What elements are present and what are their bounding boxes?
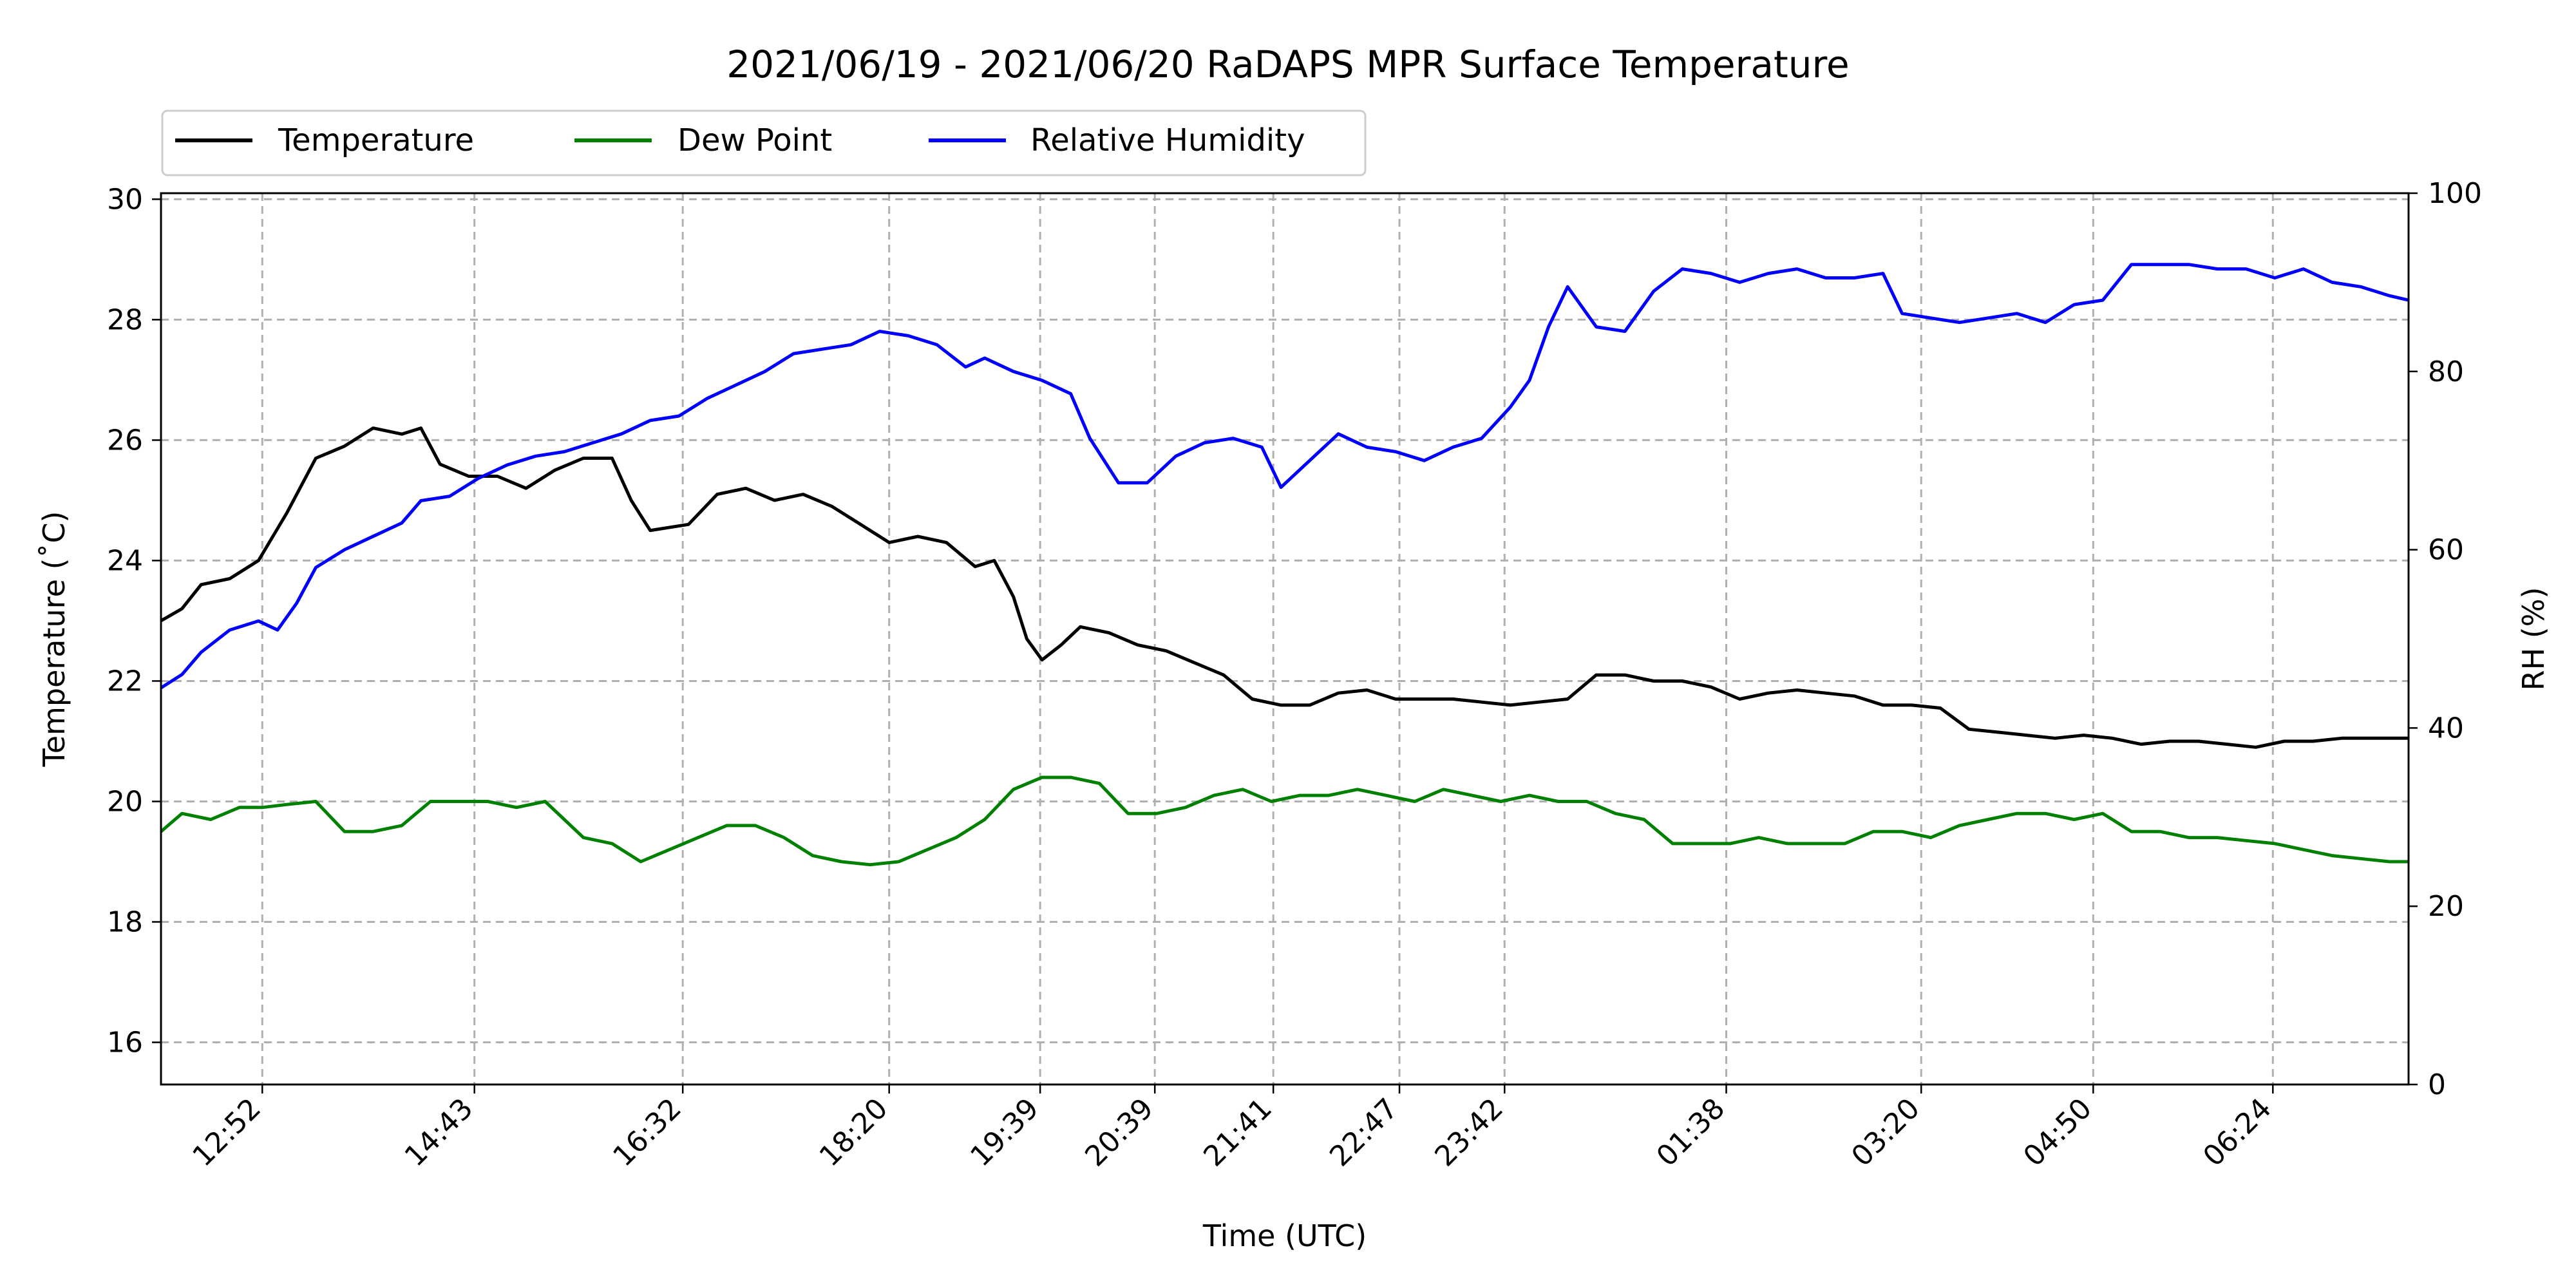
- y-tick-label: 22: [107, 665, 143, 697]
- x-axis: 12:52 14:43 16:32 18:20 19:39 20:39 21:41 22:47…: [186, 1084, 2278, 1173]
- x-tick-label: 04:50: [2017, 1092, 2098, 1173]
- y2-tick-label: 80: [2428, 355, 2464, 388]
- x-tick-label: 21:41: [1197, 1092, 1278, 1173]
- chart-title: 2021/06/19 - 2021/06/20 RaDAPS MPR Surfa…: [726, 43, 1849, 86]
- y-tick-label: 24: [107, 544, 143, 577]
- legend-label-temperature: Temperature: [278, 122, 474, 158]
- x-tick-label: 06:24: [2197, 1092, 2278, 1173]
- y-tick-label: 26: [107, 424, 143, 457]
- y2-tick-label: 100: [2428, 177, 2482, 210]
- legend-item-relative-humidity: Relative Humidity: [929, 122, 1305, 158]
- x-tick-label: 18:20: [813, 1092, 895, 1173]
- y-axis-left: 16 18 20 22 24 26 28 30: [107, 183, 161, 1059]
- x-tick-label: 01:38: [1651, 1092, 1732, 1173]
- y-tick-label: 28: [107, 303, 143, 336]
- x-tick-label: 03:20: [1845, 1092, 1926, 1173]
- y-tick-label: 30: [107, 183, 143, 216]
- y-tick-label: 16: [107, 1027, 143, 1059]
- x-tick-label: 14:43: [399, 1092, 480, 1173]
- y2-tick-label: 40: [2428, 712, 2464, 744]
- y-tick-label: 18: [107, 906, 143, 939]
- x-tick-label: 16:32: [607, 1092, 688, 1173]
- series-line-temperature: [160, 426, 2409, 749]
- plot-frame: [160, 192, 2410, 1086]
- x-tick-label: 23:42: [1428, 1092, 1510, 1173]
- legend-frame: [161, 109, 1367, 176]
- x-tick-label: 20:39: [1079, 1092, 1160, 1173]
- legend-label-relative-humidity: Relative Humidity: [1030, 122, 1305, 158]
- x-tick-label: 12:52: [186, 1092, 267, 1173]
- x-tick-label: 19:39: [964, 1092, 1045, 1173]
- legend-label-dew-point: Dew Point: [677, 122, 832, 158]
- y-axis-label: Temperature (˚C): [37, 511, 71, 767]
- x-tick-label: 22:47: [1323, 1092, 1405, 1173]
- y2-axis-label: RH (%): [2516, 587, 2551, 691]
- y-axis-right: 0 20 40 60 80 100: [2409, 177, 2482, 1101]
- legend-item-temperature: Temperature: [175, 122, 474, 158]
- series-line-dew-point: [160, 775, 2409, 867]
- y2-tick-label: 0: [2428, 1068, 2446, 1101]
- grid: [161, 193, 2409, 1084]
- legend: Temperature Dew Point Relative Humidity: [161, 109, 1367, 176]
- series-layer: [160, 263, 2409, 867]
- legend-item-dew-point: Dew Point: [574, 122, 832, 158]
- y2-tick-label: 20: [2428, 890, 2464, 923]
- y2-tick-label: 60: [2428, 534, 2464, 567]
- y-tick-label: 20: [107, 785, 143, 818]
- series-line-relative-humidity: [160, 263, 2409, 690]
- x-axis-label: Time (UTC): [1202, 1218, 1367, 1253]
